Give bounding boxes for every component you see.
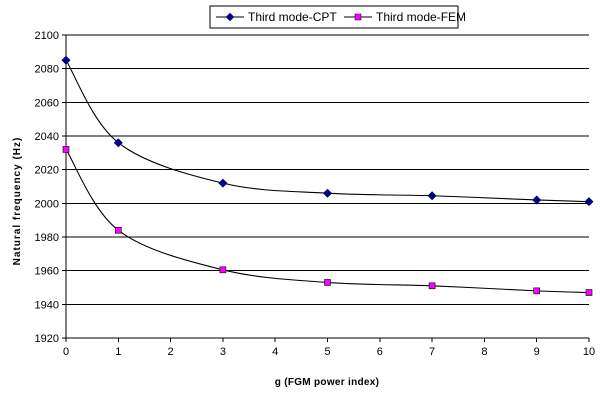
y-tick-label: 2100	[35, 30, 59, 42]
data-point	[532, 195, 542, 205]
series-cpt	[61, 55, 594, 207]
data-point	[218, 178, 228, 188]
data-point	[113, 138, 123, 148]
x-axis-title: g (FGM power index)	[275, 377, 380, 388]
x-tick-label: 2	[168, 346, 174, 358]
data-point	[427, 191, 437, 201]
legend: Third mode-CPT Third mode-FEM	[209, 5, 466, 29]
data-point	[584, 197, 594, 207]
x-tick-label: 0	[63, 346, 69, 358]
x-tick-label: 4	[272, 346, 278, 358]
legend-label-cpt: Third mode-CPT	[248, 10, 337, 24]
data-point	[115, 226, 122, 234]
data-point	[428, 282, 436, 290]
legend-label-fem: Third mode-FEM	[376, 10, 466, 24]
y-tick-label: 2080	[35, 64, 59, 76]
y-tick-label: 2060	[35, 97, 59, 109]
legend-marker-fem	[354, 13, 362, 21]
series-line	[65, 59, 590, 203]
x-tick-label: 10	[583, 346, 595, 358]
x-tick-label: 9	[534, 346, 540, 358]
gridlines	[66, 34, 589, 305]
y-tick-label: 1980	[35, 232, 59, 244]
series-fem	[62, 146, 593, 296]
x-tick-label: 3	[220, 346, 226, 358]
x-tick-label: 7	[429, 346, 435, 358]
data-point	[324, 279, 331, 286]
data-point	[585, 289, 593, 296]
x-tick-label: 1	[115, 346, 121, 358]
legend-box	[209, 5, 459, 29]
y-tick-labels: 1920 1940 1960 1980 2000 2020 2040 2060 2080 2100	[35, 30, 59, 345]
legend-entry-fem: Third mode-FEM	[344, 10, 466, 24]
y-tick-label: 1960	[35, 266, 59, 278]
data-point	[219, 266, 227, 274]
y-tick-label: 2000	[35, 198, 59, 210]
series-layer	[61, 55, 594, 296]
legend-marker-cpt	[225, 12, 235, 22]
x-tick-label: 6	[377, 346, 383, 358]
x-tick-label: 8	[481, 346, 487, 358]
y-tick-label: 1920	[35, 333, 59, 345]
axes	[62, 34, 590, 342]
data-point	[61, 55, 71, 65]
x-tick-labels: 0 1 2 3 4 5 6 7 8 9 10	[63, 346, 595, 358]
data-point	[62, 146, 70, 153]
data-point	[322, 188, 333, 198]
data-point	[533, 287, 541, 295]
legend-entry-cpt: Third mode-CPT	[216, 10, 337, 24]
x-tick-label: 5	[324, 346, 330, 358]
y-tick-label: 1940	[35, 299, 59, 311]
y-axis-title: Natural frequency (Hz)	[12, 137, 23, 266]
y-tick-label: 2040	[35, 131, 59, 143]
y-tick-label: 2020	[35, 165, 59, 177]
